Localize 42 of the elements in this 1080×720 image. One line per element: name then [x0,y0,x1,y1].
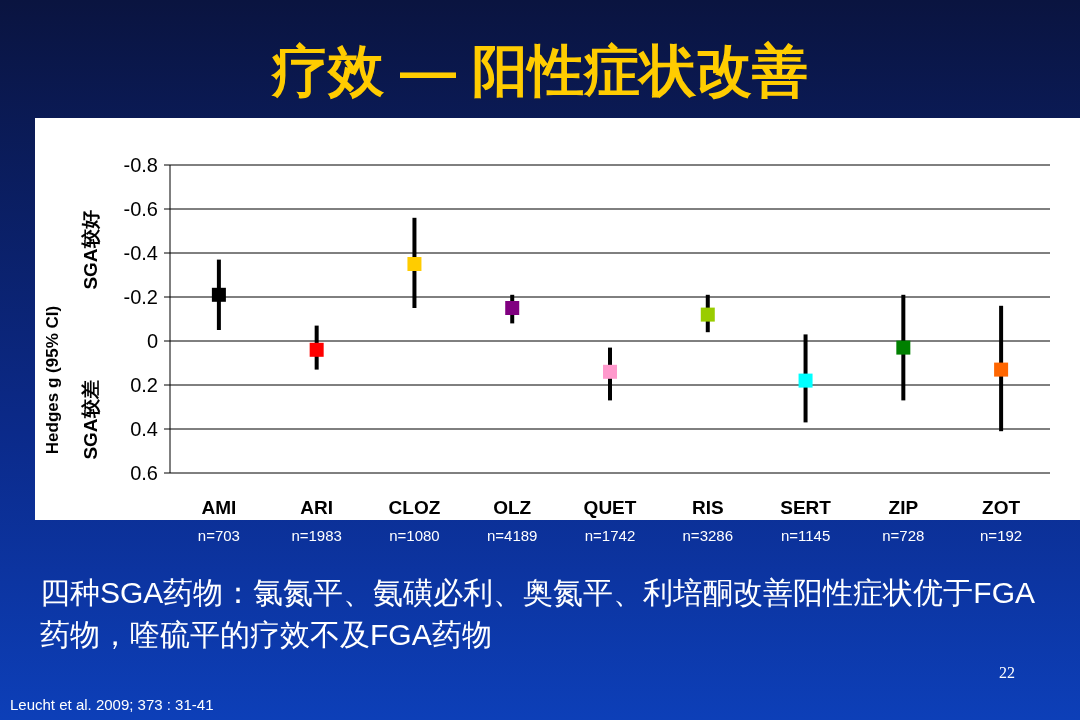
x-tick-label: ARI [300,497,334,518]
point [211,287,226,302]
x-tick-label: QUET [583,497,637,518]
text: n=703 [197,527,240,544]
text: SGA较差 [80,380,101,460]
y-tick-label: 0.2 [130,374,158,396]
text: Leucht et al. 2009; 373 : 31-41 [10,696,214,713]
chart-title: 疗效 — 阳性症状改善 [270,39,808,102]
x-tick-label: ZOT [982,497,1021,518]
text: n=1742 [584,527,636,544]
text: n=1983 [291,527,342,544]
y-tick-label: 0.6 [130,462,158,484]
point [896,340,911,355]
text: n=3286 [682,527,734,544]
y-tick-label: -0.6 [123,198,158,220]
text: n=4189 [486,527,538,544]
x-tick-label: CLOZ [388,497,441,518]
text: n=1145 [780,527,831,544]
text: SGA较好 [80,210,101,290]
point [798,373,813,388]
x-tick-label: ZIP [888,497,919,518]
y-tick-label: -0.4 [123,242,158,264]
point [505,301,520,315]
x-tick-label: SERT [780,497,832,518]
point [309,342,324,357]
x-tick-label: AMI [201,497,237,518]
text: n=192 [980,527,1023,544]
y-axis-title: Hedges g (95% CI) [43,305,62,455]
text: 22 [999,664,1015,681]
text: n=728 [882,527,925,544]
point [700,307,715,322]
x-tick-label: RIS [691,497,724,518]
text: 四种SGA药物：氯氮平、氨磺必利、奥氮平、利培酮改善阳性症状优于FGA药物，喹硫平的疗效不及FGA药物 [40,575,1037,653]
x-tick-label: OLZ [493,497,532,518]
point [994,362,1009,377]
point [407,257,422,271]
text: n=1080 [389,527,440,544]
point [603,364,617,379]
y-tick-label: 0 [146,330,158,352]
y-tick-label: -0.8 [123,154,158,176]
y-tick-label: 0.4 [130,418,158,440]
y-tick-label: -0.2 [123,286,158,308]
